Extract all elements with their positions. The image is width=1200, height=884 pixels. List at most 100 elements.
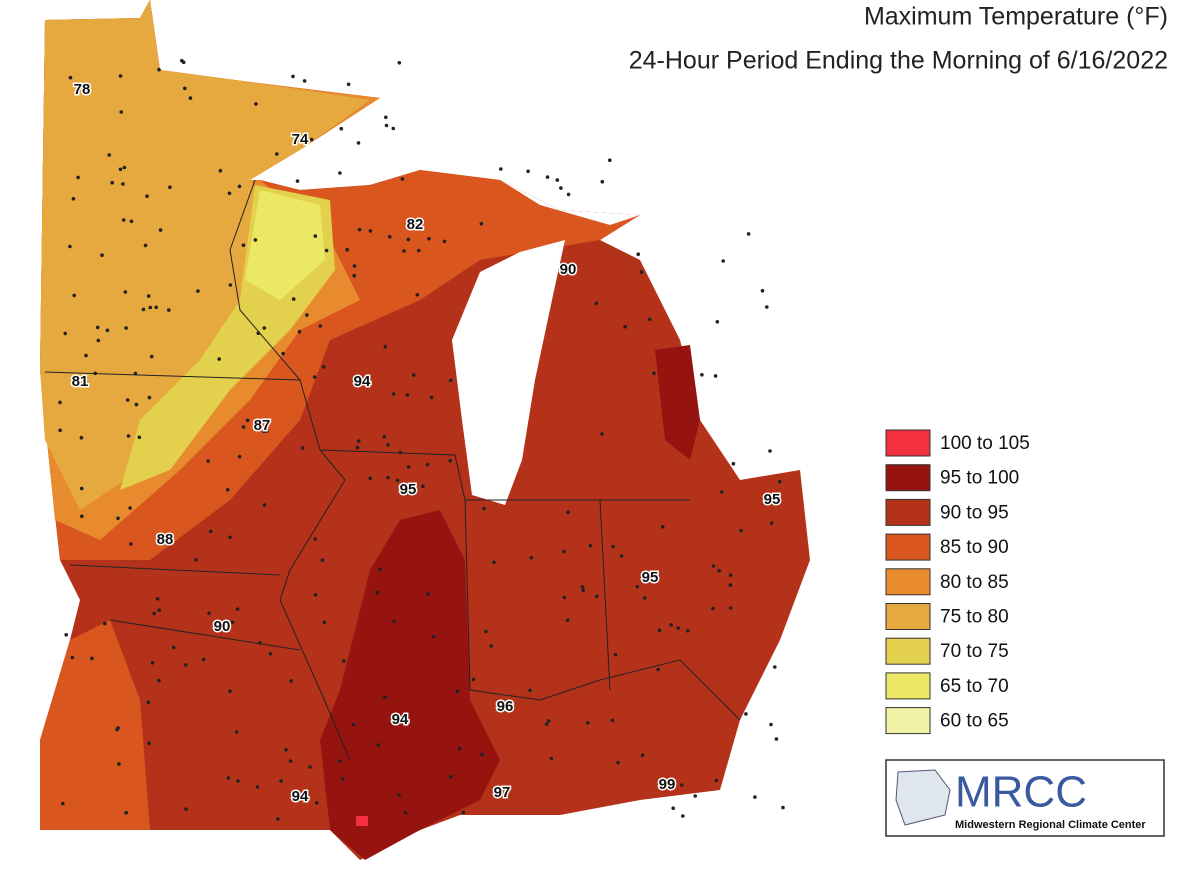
station-dot xyxy=(72,293,76,298)
station-dot xyxy=(586,721,590,725)
legend-label: 75 to 80 xyxy=(940,607,1009,628)
station-dot xyxy=(302,79,307,83)
station-dot xyxy=(545,175,550,179)
station-dot xyxy=(549,756,554,761)
station-dot xyxy=(778,479,782,484)
station-dot xyxy=(392,619,396,624)
state-lines xyxy=(44,179,741,761)
station-dot xyxy=(382,435,387,439)
legend-swatch xyxy=(885,568,931,596)
station-dot xyxy=(769,521,774,525)
legend: 100 to 105 95 to 100 90 to 95 85 to 90 80 to… xyxy=(885,429,1030,735)
station-dot xyxy=(700,373,704,377)
station-dot xyxy=(386,443,390,447)
station-dot xyxy=(426,592,431,596)
station-dot xyxy=(245,418,250,423)
station-dot xyxy=(588,544,593,548)
station-dot xyxy=(201,657,206,662)
station-dot xyxy=(121,182,125,186)
station-dot xyxy=(746,232,751,236)
legend-label: 65 to 70 xyxy=(940,676,1009,697)
station-dot xyxy=(107,153,111,157)
station-dot xyxy=(388,235,392,239)
station-dot xyxy=(341,777,345,781)
station-dot xyxy=(671,806,675,810)
station-dot xyxy=(657,628,662,632)
station-label: 95 xyxy=(642,569,659,586)
station-dot xyxy=(594,301,599,306)
station-dot xyxy=(619,554,624,558)
station-dot xyxy=(314,801,319,805)
station-dot xyxy=(95,325,100,330)
station-dot xyxy=(728,606,733,610)
station-dot xyxy=(345,247,350,252)
station-dot xyxy=(149,354,154,359)
station-dot xyxy=(167,308,171,312)
station-dot xyxy=(313,234,318,238)
station-dot xyxy=(324,248,329,253)
station-dot xyxy=(275,152,279,156)
station-dot xyxy=(76,175,80,180)
station-dot xyxy=(255,785,260,789)
station-dot xyxy=(158,228,163,232)
station-dot xyxy=(148,305,153,310)
station-dot xyxy=(118,167,123,172)
station-dot xyxy=(157,678,161,683)
station-dot xyxy=(635,584,640,589)
station-dot xyxy=(79,435,84,440)
station-dot xyxy=(281,351,285,356)
station-dot xyxy=(155,597,160,601)
station-dot xyxy=(555,178,560,182)
station-dot xyxy=(680,783,684,787)
station-dot xyxy=(600,179,605,184)
station-dot xyxy=(262,429,266,434)
station-dot xyxy=(227,191,232,196)
station-dot xyxy=(258,640,262,645)
station-dot xyxy=(693,794,697,798)
station-dot xyxy=(68,75,73,80)
station-dot xyxy=(124,811,128,815)
station-dot xyxy=(642,596,647,600)
station-dot xyxy=(581,588,585,593)
station-dot xyxy=(769,722,773,727)
station-dot xyxy=(398,716,403,720)
station-dot xyxy=(154,305,158,310)
station-dot xyxy=(119,110,124,114)
logo-icon xyxy=(895,769,951,826)
station-dot xyxy=(217,357,221,361)
station-dot xyxy=(230,620,235,625)
station-dot xyxy=(391,714,395,719)
station-dot xyxy=(313,593,318,597)
station-dot xyxy=(681,814,685,818)
station-dot xyxy=(152,611,156,616)
temperature-zone xyxy=(356,816,368,826)
station-dot xyxy=(595,594,599,599)
station-dot xyxy=(276,817,280,821)
station-dot xyxy=(58,428,62,433)
station-dot xyxy=(147,395,152,400)
station-dot xyxy=(753,795,757,799)
station-label: 94 xyxy=(354,373,371,390)
station-dot xyxy=(382,695,387,699)
station-dot xyxy=(636,252,640,256)
station-dot xyxy=(207,611,211,616)
station-dot xyxy=(391,126,396,131)
station-dot xyxy=(669,623,674,627)
station-dot xyxy=(715,320,720,324)
station-dot xyxy=(471,677,476,682)
station-dot xyxy=(714,778,719,783)
station-dot xyxy=(225,488,230,492)
temperature-zone xyxy=(655,345,700,460)
station-dot xyxy=(781,805,785,810)
station-dot xyxy=(406,237,411,242)
station-dot xyxy=(241,243,246,247)
station-dot xyxy=(526,169,530,174)
station-dot xyxy=(143,243,148,248)
station-dot xyxy=(397,793,402,797)
station-dot xyxy=(146,700,151,705)
station-dot xyxy=(528,688,532,693)
station-dot xyxy=(376,743,381,747)
station-dot xyxy=(610,718,615,723)
station-dot xyxy=(403,811,408,815)
station-dot xyxy=(289,679,294,683)
